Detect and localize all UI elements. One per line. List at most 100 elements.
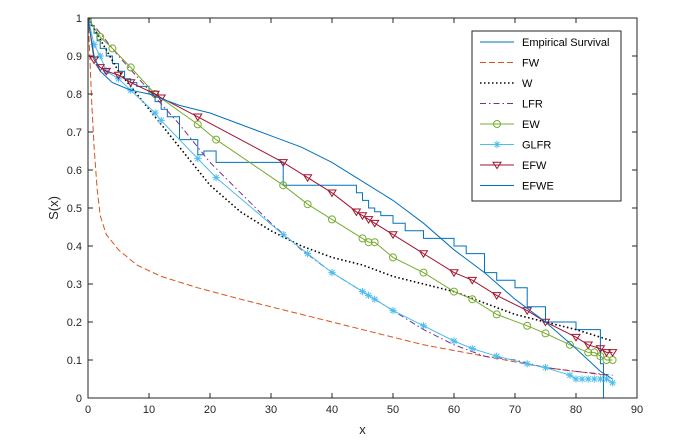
data-point	[364, 238, 373, 247]
data-point	[388, 231, 398, 240]
data-point	[493, 352, 501, 360]
data-point	[596, 375, 604, 383]
x-tick-label: 20	[204, 404, 216, 416]
series-fw	[88, 18, 607, 376]
legend-label: LFR	[522, 99, 543, 111]
data-point	[468, 295, 477, 304]
data-point	[157, 117, 165, 125]
series-line	[88, 18, 607, 376]
star-stroke	[371, 296, 378, 303]
star-stroke	[609, 379, 616, 386]
star-stroke	[390, 307, 396, 314]
series-line	[88, 18, 613, 380]
x-tick-label: 70	[509, 404, 521, 416]
legend-item: LFR	[480, 99, 543, 111]
star-stroke	[585, 376, 592, 382]
legend-item: EFW	[480, 160, 547, 172]
star-stroke	[542, 364, 549, 371]
data-point	[571, 333, 581, 342]
data-point	[363, 216, 374, 224]
data-point	[101, 67, 112, 76]
legend-item: FW	[480, 58, 540, 70]
data-point	[467, 276, 478, 285]
data-point	[212, 174, 220, 182]
data-point	[583, 341, 594, 350]
y-tick-label: 0.8	[67, 89, 82, 101]
data-point	[278, 159, 289, 167]
data-point	[351, 208, 362, 217]
star-stroke	[597, 376, 604, 382]
star-stroke	[194, 155, 201, 162]
legend-label: GLFR	[522, 140, 551, 152]
data-point	[327, 189, 337, 198]
legend: Empirical Survival FW W LFR EW GLFR EFW EFWE	[471, 30, 622, 202]
legend-label: EFWE	[522, 181, 554, 193]
x-tick-label: 40	[326, 404, 338, 416]
data-point	[541, 329, 550, 338]
legend-label: EFW	[522, 160, 547, 172]
data-point	[492, 310, 501, 319]
star-stroke	[420, 322, 427, 329]
y-tick-label: 0.5	[67, 203, 82, 215]
data-point	[365, 291, 373, 299]
data-point	[418, 250, 429, 259]
data-point	[609, 379, 617, 387]
legend-item: Empirical Survival	[480, 37, 609, 49]
data-point	[96, 33, 105, 41]
star-stroke	[365, 292, 372, 299]
star-stroke	[158, 117, 165, 124]
data-point	[194, 155, 202, 163]
legend-marker	[493, 140, 501, 149]
star-stroke	[359, 288, 366, 295]
data-point	[450, 287, 458, 296]
star-stroke	[451, 338, 457, 344]
data-point	[370, 238, 379, 247]
y-axis-label: S(x)	[46, 196, 61, 220]
data-point	[565, 340, 574, 349]
data-point	[95, 64, 106, 72]
star-stroke	[566, 372, 573, 379]
data-point	[304, 250, 312, 258]
data-point	[371, 295, 379, 303]
legend-label: EW	[522, 119, 540, 131]
y-tick-label: 0	[76, 393, 82, 405]
y-tick-label: 0.7	[67, 127, 82, 139]
data-point	[389, 253, 397, 262]
data-point	[595, 345, 606, 354]
x-tick-label: 10	[143, 404, 155, 416]
data-point	[584, 375, 592, 383]
series-layer	[88, 18, 618, 398]
data-point	[303, 200, 312, 209]
star-stroke	[280, 231, 287, 238]
series-line	[88, 18, 604, 398]
series-efwe	[88, 18, 613, 380]
data-point	[96, 52, 104, 60]
series-empirical-survival	[88, 18, 604, 398]
data-point	[572, 375, 580, 383]
data-point	[279, 231, 287, 239]
data-point	[607, 349, 618, 357]
data-point	[125, 79, 136, 88]
series-efw	[88, 18, 618, 357]
legend-item: W	[480, 78, 533, 90]
legend-label: Empirical Survival	[522, 37, 609, 49]
data-point	[523, 321, 532, 330]
x-tick-label: 90	[631, 404, 643, 416]
data-point	[328, 215, 336, 224]
star-stroke	[573, 376, 579, 382]
data-point	[192, 113, 203, 122]
data-point	[151, 109, 159, 117]
data-point	[419, 322, 428, 330]
star-stroke	[152, 110, 159, 116]
star-stroke	[97, 53, 104, 59]
legend-box	[471, 30, 622, 202]
y-tick-label: 0.6	[67, 165, 82, 177]
axes-layer: 0 10 20 30 40 50 60 70 80 90 0 0.1 0.2 0.3 0.4 0.5 0.6 0.…	[67, 13, 643, 416]
legend-marker	[493, 120, 501, 128]
data-point	[358, 288, 367, 296]
data-point	[150, 90, 161, 99]
legend-item: EW	[480, 119, 540, 131]
x-tick-label: 60	[448, 404, 460, 416]
data-point	[357, 212, 368, 221]
